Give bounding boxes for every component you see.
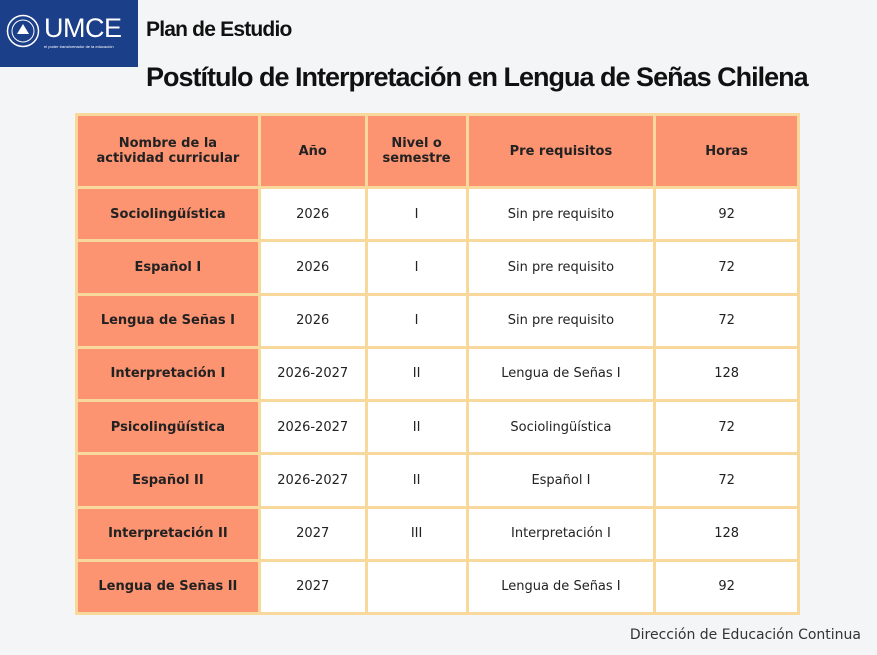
table-cell: 2026 (260, 295, 365, 346)
table-cell: 2026-2027 (260, 402, 365, 453)
activity-cell: Sociolingüística (78, 189, 258, 240)
column-header: Horas (656, 116, 797, 186)
table-cell: Sin pre requisito (468, 189, 654, 240)
logo-tagline: el poder transformador de la educación (44, 44, 114, 49)
table-cell: 2026-2027 (260, 455, 365, 506)
table-cell: I (367, 189, 466, 240)
table-cell: II (367, 402, 466, 453)
table-cell: Sin pre requisito (468, 242, 654, 293)
table-row: Lengua de Señas I 2026 I Sin pre requisito 7… (78, 295, 797, 346)
column-header: Nivel o semestre (367, 116, 466, 186)
table-cell: 72 (656, 295, 797, 346)
column-header: Año (260, 116, 365, 186)
table-cell: Sociolingüística (468, 402, 654, 453)
table-cell: II (367, 455, 466, 506)
logo-name: UMCE (44, 13, 122, 43)
table-row: Español I 2026 I Sin pre requisito 72 (78, 242, 797, 293)
table-cell: 92 (656, 561, 797, 612)
table-row: Interpretación I 2026-2027 II Lengua de Señ… (78, 348, 797, 399)
table-cell: Interpretación I (468, 508, 654, 559)
table-row: Interpretación II 2027 III Interpretación I… (78, 508, 797, 559)
table-cell (367, 561, 466, 612)
table-cell: Sin pre requisito (468, 295, 654, 346)
logo-emblem (6, 14, 40, 48)
table-cell: I (367, 295, 466, 346)
table-cell: 92 (656, 189, 797, 240)
table-cell: 128 (656, 348, 797, 399)
table-cell: 2027 (260, 561, 365, 612)
column-header: Pre requisitos (468, 116, 654, 186)
header-row: Nombre de la actividad curricular Año Nive… (78, 116, 797, 186)
table-cell: 2027 (260, 508, 365, 559)
activity-cell: Lengua de Señas I (78, 295, 258, 346)
column-header: Nombre de la actividad curricular (78, 116, 258, 186)
table-cell: 128 (656, 508, 797, 559)
activity-cell: Interpretación I (78, 348, 258, 399)
table-cell: Lengua de Señas I (468, 348, 654, 399)
activity-cell: Lengua de Señas II (78, 561, 258, 612)
table-cell: II (367, 348, 466, 399)
table-cell: 2026-2027 (260, 348, 365, 399)
table-cell: 72 (656, 402, 797, 453)
activity-cell: Español II (78, 455, 258, 506)
subtitle: Postítulo de Interpretación en Lengua de… (146, 62, 809, 92)
table-cell: Lengua de Señas I (468, 561, 654, 612)
activity-cell: Español I (78, 242, 258, 293)
activity-cell: Interpretación II (78, 508, 258, 559)
table-cell: Español I (468, 455, 654, 506)
table-cell: 72 (656, 242, 797, 293)
table-row: Psicolingüística 2026-2027 II Sociolingüíst… (78, 402, 797, 453)
table-cell: 72 (656, 455, 797, 506)
table-cell: 2026 (260, 189, 365, 240)
logo: UMCE el poder transformador de la educac… (0, 0, 138, 67)
table-cell: III (367, 508, 466, 559)
title: Plan de Estudio (146, 18, 292, 41)
table-row: Español II 2026-2027 II Español I 72 (78, 455, 797, 506)
table-cell: 2026 (260, 242, 365, 293)
footer: Dirección de Educación Continua (629, 627, 861, 643)
curriculum-table: Nombre de la actividad curricular Año Nive… (75, 113, 800, 615)
table-row: Sociolingüística 2026 I Sin pre requisito 92 (78, 189, 797, 240)
activity-cell: Psicolingüística (78, 402, 258, 453)
table-cell: I (367, 242, 466, 293)
